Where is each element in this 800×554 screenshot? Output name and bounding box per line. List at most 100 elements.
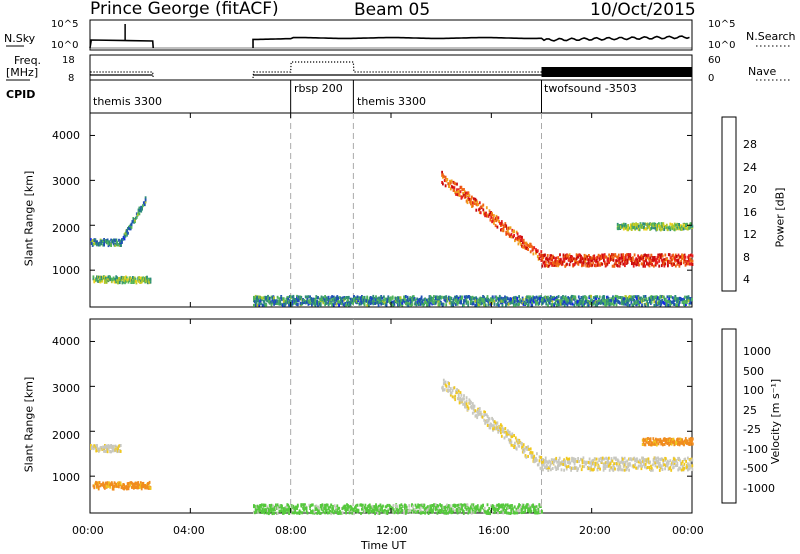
power-cell	[134, 218, 136, 222]
velocity-cell	[491, 424, 493, 428]
velocity-cell	[663, 463, 666, 467]
velocity-cell	[637, 464, 640, 468]
freq-tick-bottom: 8	[68, 73, 75, 84]
power-cell	[343, 298, 346, 302]
power-cell	[479, 211, 482, 215]
velocity-cell	[136, 486, 139, 490]
power-cell	[488, 302, 491, 306]
power-cell	[368, 303, 370, 307]
velocity-cell	[679, 467, 681, 471]
velocity-cell	[663, 442, 666, 446]
velocity-cell	[575, 466, 578, 470]
power-cell	[482, 300, 484, 304]
velocity-cell	[404, 506, 406, 510]
colorbars	[721, 116, 737, 504]
velocity-cell	[301, 511, 304, 515]
power-cell	[665, 223, 668, 227]
power-cell	[659, 228, 662, 232]
velocity-cell	[469, 510, 471, 514]
power-cell	[535, 248, 537, 252]
velocity-cell	[347, 508, 349, 512]
power-cell	[560, 300, 563, 303]
power-cell	[414, 298, 417, 302]
velocity-cell	[285, 505, 288, 509]
power-cell	[146, 281, 149, 285]
power-cell	[623, 256, 625, 260]
velocity-cell	[678, 443, 681, 447]
velocity-cell	[404, 511, 407, 515]
power-cell	[290, 300, 293, 303]
power-cell	[463, 188, 465, 191]
velocity-cell	[551, 467, 554, 470]
power-cell	[138, 212, 141, 216]
power-cell	[565, 297, 568, 301]
power-cell	[551, 263, 553, 267]
power-cell	[130, 222, 133, 226]
power-cell	[127, 280, 130, 284]
power-cell	[276, 295, 279, 299]
power-cell	[522, 298, 525, 302]
power-cell	[660, 222, 663, 226]
velocity-cell	[497, 508, 499, 512]
power-cell	[361, 296, 364, 299]
velocity-cell	[332, 507, 334, 511]
power-cell	[683, 258, 686, 262]
velocity-cell	[600, 459, 603, 463]
velocity-cell	[581, 458, 584, 462]
power-cell	[501, 223, 504, 227]
velocity-cell	[268, 510, 271, 513]
velocity-cell	[423, 503, 426, 507]
velocity-cell	[268, 504, 271, 507]
velocity-cell	[533, 509, 535, 513]
velocity-cell	[641, 443, 644, 446]
power-cell	[596, 295, 599, 299]
velocity-cell	[353, 512, 355, 516]
power-cell	[603, 259, 605, 262]
power-cell	[432, 297, 434, 301]
velocity-cell	[376, 508, 379, 512]
velocity-cell	[146, 485, 149, 489]
power-cell	[329, 299, 332, 303]
power-cell	[92, 277, 95, 281]
power-cell	[615, 303, 618, 307]
velocity-cell	[557, 459, 560, 462]
xtick-1: 04:00	[173, 524, 205, 537]
power-cell	[599, 299, 602, 303]
power-cell	[678, 223, 680, 226]
power-cell	[301, 298, 304, 302]
power-cell	[482, 208, 485, 212]
velocity-cell	[316, 507, 319, 511]
power-cell	[127, 278, 130, 282]
power-cell	[639, 296, 642, 300]
power-cell	[650, 253, 653, 257]
power-cell	[582, 263, 585, 267]
power-cell	[552, 256, 555, 260]
power-cell	[512, 299, 514, 303]
power-cell	[398, 303, 401, 307]
power-cell	[460, 299, 462, 303]
power-cell	[255, 298, 258, 302]
velocity-cell	[454, 509, 456, 513]
velocity-cell	[502, 428, 505, 432]
velocity-cell	[655, 459, 658, 463]
velocity-cell	[613, 462, 615, 466]
velocity-cell	[600, 461, 603, 464]
power-cell	[539, 299, 541, 303]
power-cell	[128, 227, 131, 231]
velocity-cell	[438, 509, 441, 513]
velocity-cell	[661, 468, 664, 471]
velocity-cell	[441, 507, 444, 511]
power-cell	[677, 223, 680, 227]
power-cell	[691, 259, 694, 263]
velocity-cell	[654, 442, 656, 446]
velocity-cell	[493, 427, 496, 431]
velocity-cell	[484, 510, 487, 514]
velocity-cell	[527, 505, 530, 509]
power-cell	[614, 299, 617, 303]
power-cell	[573, 257, 575, 261]
power-cell	[462, 301, 465, 305]
velocity-cell	[637, 460, 640, 464]
power-cell	[598, 295, 601, 299]
power-cell	[628, 295, 631, 298]
power-cell	[661, 259, 664, 263]
